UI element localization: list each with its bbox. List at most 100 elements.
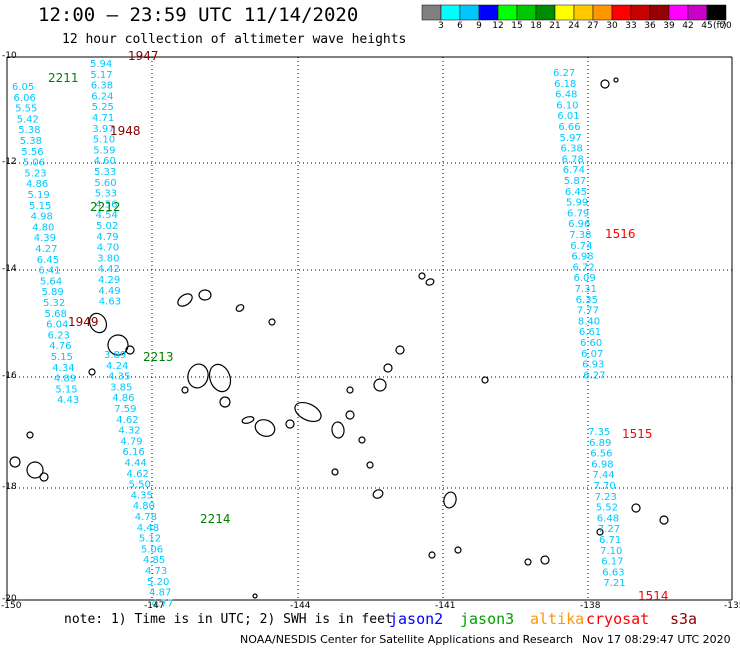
swh-value: 5.02 [96, 221, 118, 232]
colorbar-label: 21 [549, 21, 561, 31]
latitude-label: -20 [2, 594, 17, 604]
swh-value: 5.06 [23, 158, 45, 169]
swh-value: 5.33 [94, 167, 116, 178]
swh-value: 6.23 [48, 330, 70, 341]
island-outline [26, 431, 34, 439]
swh-value: 6.35 [576, 295, 598, 306]
swh-value: 4.34 [52, 363, 74, 374]
swh-value: 4.77 [151, 598, 173, 609]
swh-value: 6.98 [591, 459, 613, 470]
swh-value: 7.31 [575, 284, 597, 295]
swh-value: 5.17 [90, 70, 112, 81]
island-outline [383, 363, 393, 373]
swh-value: 6.27 [553, 68, 575, 79]
swh-value: 4.54 [96, 210, 118, 221]
swh-value: 6.41 [38, 266, 60, 277]
colorbar-swatch [459, 4, 480, 21]
note-text: note: 1) Time is in UTC; 2) SWH is in fe… [64, 612, 393, 627]
swh-value: 6.18 [554, 79, 576, 90]
swh-value: 3.80 [97, 253, 119, 264]
colorbar-label: 45 [701, 21, 713, 31]
colorbar-swatch [535, 4, 556, 21]
colorbar-swatch [440, 4, 461, 21]
track-label: 1516 [605, 227, 636, 241]
swh-value: 4.24 [106, 361, 128, 372]
swh-value: 5.06 [141, 544, 163, 555]
swh-value: 7.35 [588, 427, 610, 438]
swh-value: 5.10 [93, 135, 115, 146]
colorbar-swatch [573, 4, 594, 21]
island-outline [540, 555, 550, 565]
swh-value: 5.68 [45, 309, 67, 320]
island-outline [358, 436, 366, 444]
swh-value: 6.78 [562, 154, 584, 165]
track-values: 5.945.176.386.245.254.713.975.105.594.60… [12, 49, 669, 609]
map-subtitle: 12 hour collection of altimeter wave hei… [62, 32, 407, 47]
island-outline [198, 289, 212, 301]
island-outline [613, 77, 619, 83]
track-label: 1947 [128, 49, 159, 63]
island-outline [395, 345, 405, 355]
swh-value: 6.27 [583, 370, 605, 381]
swh-value: 6.93 [582, 360, 604, 371]
swh-value: 5.38 [18, 125, 40, 136]
island-outline [26, 461, 44, 479]
map-title: 12:00 – 23:59 UTC 11/14/2020 [38, 4, 359, 26]
longitude-label: -150 [1, 601, 22, 611]
island-outline [481, 376, 489, 384]
map-grid [6, 56, 733, 601]
colorbar-label: 18 [530, 21, 542, 31]
swh-value: 4.60 [94, 156, 116, 167]
island-outline [454, 546, 462, 554]
swh-value: 5.52 [596, 503, 618, 514]
swh-value: 6.79 [567, 208, 589, 219]
swh-value: 6.06 [14, 93, 36, 104]
swh-value: 6.48 [597, 513, 619, 524]
swh-value: 4.89 [54, 374, 76, 385]
swh-value: 5.50 [129, 480, 151, 491]
latitude-label: -16 [2, 371, 17, 381]
colorbar-unit: (ft) [713, 21, 727, 31]
swh-value: 5.60 [94, 178, 116, 189]
island-outline [596, 528, 604, 536]
island-outline [428, 551, 436, 559]
swh-value: 5.15 [51, 352, 73, 363]
island-outline [88, 312, 108, 334]
swh-value: 4.86 [112, 393, 134, 404]
colorbar-swatch [611, 4, 632, 21]
swh-value: 6.07 [581, 349, 603, 360]
island-outline [346, 386, 354, 394]
swh-value: 4.35 [131, 490, 153, 501]
footer-timestamp: Nov 17 08:29:47 UTC 2020 [582, 633, 731, 646]
track-label: 2212 [90, 200, 121, 214]
track-label: 2211 [48, 71, 79, 85]
colorbar-swatch [592, 4, 613, 21]
colorbar-label: 12 [492, 21, 504, 31]
swh-value: 5.15 [29, 201, 51, 212]
swh-value: 6.16 [122, 447, 144, 458]
colorbar-label: 15 [511, 21, 523, 31]
colorbar-label: 70 [720, 21, 732, 31]
swh-value: 7.23 [595, 492, 617, 503]
swh-value: 5.38 [20, 136, 42, 147]
swh-value: 4.79 [120, 436, 142, 447]
swh-value: 4.32 [118, 426, 140, 437]
swh-value: 4.76 [49, 341, 71, 352]
colorbar-label: 27 [587, 21, 599, 31]
swh-value: 6.61 [579, 327, 601, 338]
swh-value: 6.24 [91, 91, 113, 102]
swh-value: 6.74 [563, 165, 585, 176]
latitude-label: -10 [2, 51, 17, 61]
island-outline [241, 416, 255, 424]
swh-value: 6.45 [565, 187, 587, 198]
swh-value: 7.44 [592, 470, 614, 481]
swh-value: 5.33 [95, 189, 117, 200]
longitude-label: -141 [435, 601, 456, 611]
colorbar-swatch [668, 4, 689, 21]
island-outline [285, 419, 295, 429]
swh-value: 4.80 [32, 222, 54, 233]
colorbar-swatch [630, 4, 651, 21]
colorbar-swatch [421, 4, 442, 21]
swh-value: 7.38 [569, 230, 591, 241]
island-outline [219, 396, 231, 408]
